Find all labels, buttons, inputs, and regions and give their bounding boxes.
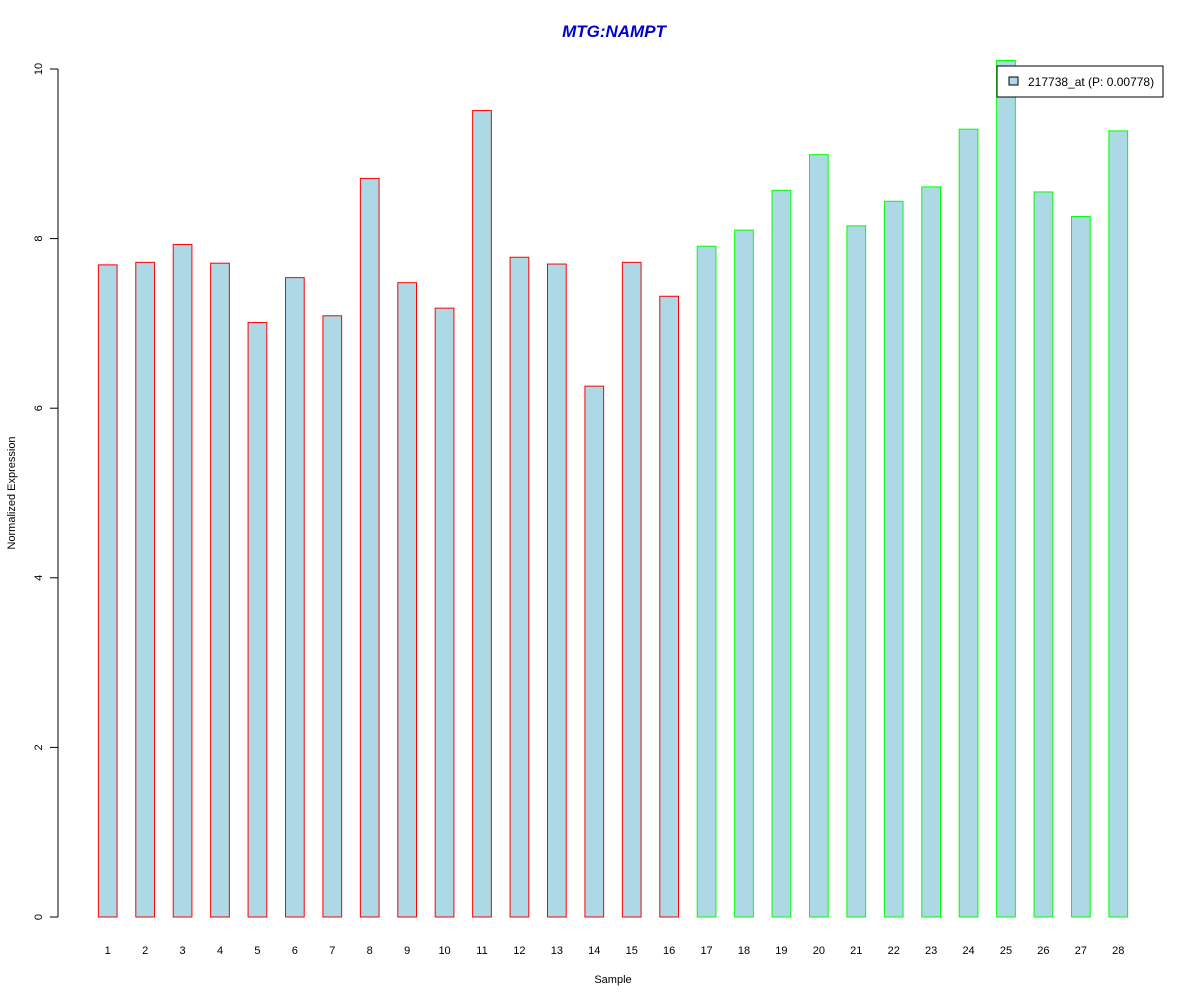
x-tick-label: 6 [292,945,298,957]
x-tick-label: 13 [551,945,563,957]
x-axis-label: Sample [594,974,631,986]
bar-sample-4 [210,262,230,918]
bar-sample-27 [1071,216,1091,918]
bar-sample-19 [771,189,792,918]
x-tick-label: 4 [217,945,223,957]
y-tick-label: 10 [33,63,45,75]
bar-sample-10 [434,307,455,918]
y-tick-label: 4 [33,575,45,581]
x-tick-label: 3 [180,945,186,957]
x-tick-label: 25 [1000,945,1012,957]
legend: 217738_at (P: 0.00778) [996,65,1164,98]
x-tick-label: 8 [367,945,373,957]
y-tick-label: 0 [33,914,45,920]
bar-sample-12 [509,256,530,918]
x-tick-label: 17 [700,945,712,957]
bar-sample-20 [809,154,829,918]
y-axis: 0 2 4 6 8 10 [33,63,59,920]
x-tick-label: 22 [888,945,900,957]
bar-sample-28 [1108,130,1129,918]
bar-sample-21 [846,225,867,918]
bar-sample-6 [285,277,305,918]
x-tick-label: 11 [476,945,487,957]
legend-box [996,65,1164,98]
x-tick-label: 24 [962,945,974,957]
bar-sample-8 [359,177,380,918]
bar-sample-14 [584,385,605,918]
bar-sample-25 [996,60,1016,918]
bar-sample-3 [172,244,193,918]
bar-sample-22 [883,200,904,918]
chart-title: MTG:NAMPT [562,22,667,41]
bar-sample-24 [958,128,979,918]
bar-sample-18 [734,229,754,918]
x-tick-label: 7 [329,945,335,957]
bars-group [97,60,1129,918]
x-tick-label: 21 [850,945,862,957]
bar-sample-15 [621,261,642,918]
bar-sample-11 [472,110,492,918]
bar-sample-17 [696,245,717,918]
bar-sample-9 [397,282,417,918]
x-tick-label: 27 [1075,945,1087,957]
bar-sample-13 [547,263,567,918]
x-tick-label: 20 [813,945,825,957]
x-tick-label: 12 [513,945,525,957]
y-axis-label: Normalized Expression [6,436,18,549]
x-tick-label: 10 [438,945,450,957]
x-tick-label: 14 [588,945,600,957]
x-tick-label: 9 [404,945,410,957]
legend-swatch [1008,76,1019,86]
bar-sample-2 [135,261,156,918]
y-tick-label: 6 [33,405,45,411]
bar-sample-1 [97,264,118,918]
x-tick-label: 26 [1037,945,1049,957]
x-tick-label: 28 [1112,945,1124,957]
bar-sample-16 [659,295,679,918]
x-tick-labels: 1 2 3 4 5 6 7 8 9 10 11 12 13 14 15 16 17 18 19 20 21 22 23 24 2… [105,945,1125,957]
x-tick-label: 16 [663,945,675,957]
legend-label: 217738_at (P: 0.00778) [1028,75,1154,89]
bar-sample-23 [921,186,941,918]
x-tick-label: 1 [105,945,111,957]
y-tick-label: 8 [33,236,45,242]
x-tick-label: 23 [925,945,937,957]
x-tick-label: 19 [775,945,787,957]
x-tick-label: 15 [626,945,638,957]
bar-sample-26 [1033,191,1054,918]
x-tick-label: 5 [254,945,260,957]
y-tick-label: 2 [33,744,45,750]
bar-sample-7 [322,315,343,918]
bar-sample-5 [247,322,268,918]
x-tick-label: 18 [738,945,750,957]
x-tick-label: 2 [142,945,148,957]
